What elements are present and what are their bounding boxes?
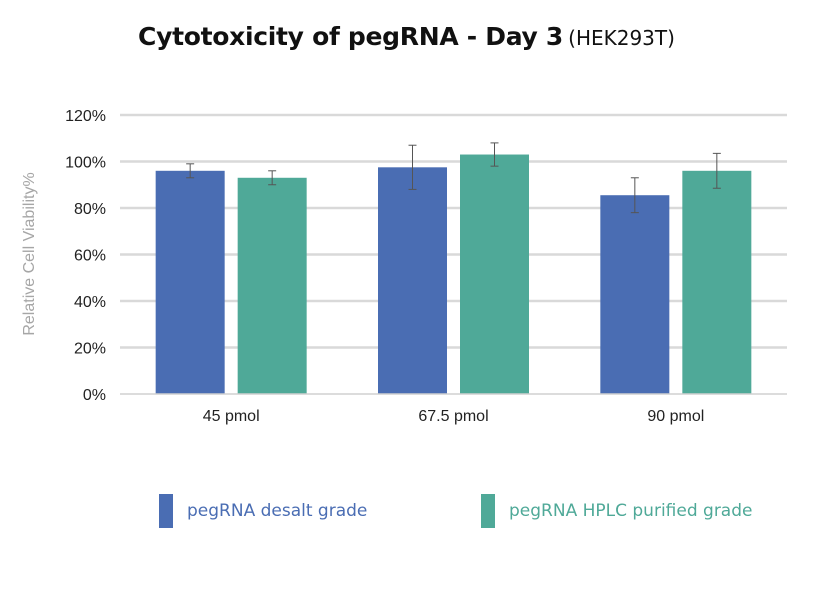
y-tick-label: 0% [83,387,106,404]
legend-swatch-hplc [481,494,495,528]
bar [378,167,447,394]
gridlines [120,113,787,349]
bar [237,177,307,394]
chart-title-main: Cytotoxicity of pegRNA - Day 3 [138,22,564,51]
legend-item-desalt: pegRNA desalt grade [159,494,367,528]
legend-swatch-desalt [159,494,173,528]
y-tick-label: 60% [74,248,106,265]
x-axis-ticks: 45 pmol 67.5 pmol 90 pmol [203,408,705,425]
bar [600,195,670,394]
error-bars [186,142,721,214]
bar [155,170,225,394]
legend-label-desalt: pegRNA desalt grade [187,501,368,521]
x-tick-label: 90 pmol [647,408,704,425]
y-tick-label: 80% [74,201,106,218]
y-axis-label: Relative Cell Viability% [21,172,38,335]
chart-title: Cytotoxicity of pegRNA - Day 3 (HEK293T) [0,22,813,51]
y-tick-label: 20% [74,341,106,358]
y-tick-label: 100% [65,155,106,172]
bar [682,170,752,394]
legend-label-hplc: pegRNA HPLC purified grade [509,501,753,521]
y-axis-ticks: 0% 20% 40% 60% 80% 100% 120% [65,108,106,404]
bar [460,154,529,394]
y-tick-label: 120% [65,108,106,125]
bars [155,154,752,394]
chart-subtitle: (HEK293T) [568,26,675,50]
legend-item-hplc: pegRNA HPLC purified grade [481,494,752,528]
y-tick-label: 40% [74,294,106,311]
x-tick-label: 45 pmol [203,408,260,425]
x-tick-label: 67.5 pmol [418,408,488,425]
